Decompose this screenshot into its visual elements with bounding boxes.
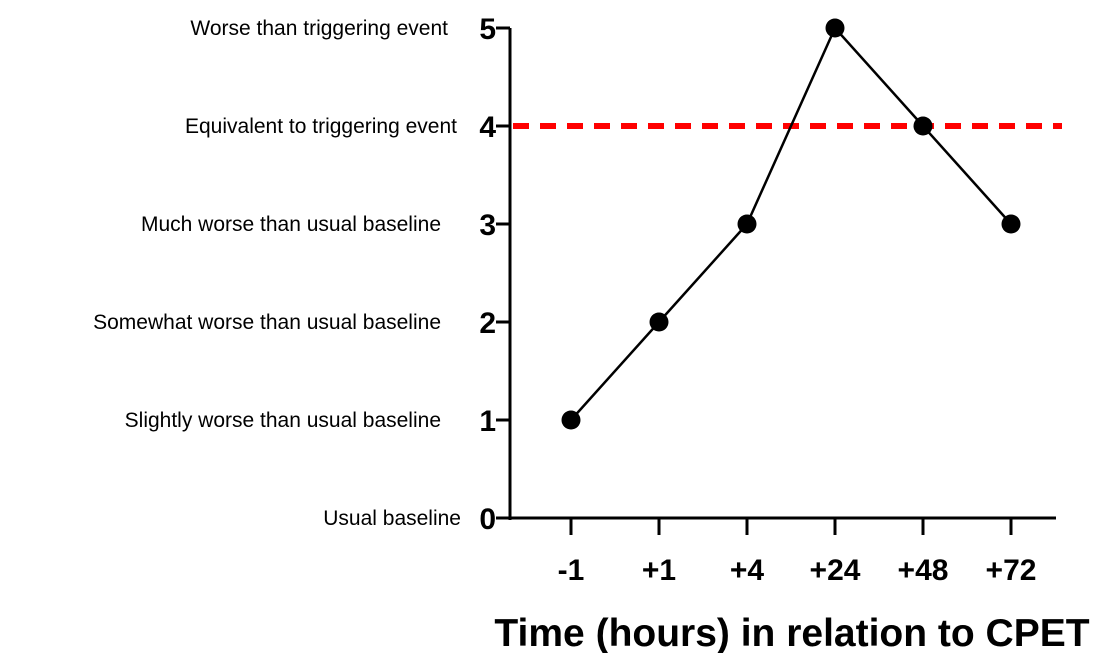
y-tick-label: 4 — [479, 111, 496, 144]
x-tick-label: +1 — [642, 554, 676, 587]
y-ticks: 0 1 2 3 4 5 — [479, 13, 510, 536]
y-category-label: Equivalent to triggering event — [185, 115, 457, 138]
y-category-label: Much worse than usual baseline — [141, 213, 441, 236]
y-category-label: Slightly worse than usual baseline — [125, 409, 441, 432]
x-tick-label: +72 — [986, 554, 1037, 587]
y-category-labels: Usual baseline Slightly worse than usual … — [93, 17, 461, 530]
data-point — [737, 214, 757, 234]
data-point — [1001, 214, 1021, 234]
y-category-label: Usual baseline — [323, 507, 461, 530]
y-tick-label: 1 — [479, 405, 496, 438]
x-tick-label: +4 — [730, 554, 765, 587]
y-tick-label: 3 — [479, 209, 496, 242]
data-point — [561, 410, 581, 430]
y-tick-label: 5 — [479, 13, 496, 46]
data-point — [649, 312, 669, 332]
y-category-label: Worse than triggering event — [190, 17, 448, 40]
y-tick-label: 2 — [479, 307, 496, 340]
y-category-label: Somewhat worse than usual baseline — [93, 311, 441, 334]
x-tick-label: +48 — [898, 554, 949, 587]
x-tick-label: +24 — [810, 554, 861, 587]
series-line — [570, 25, 1012, 421]
x-ticks: -1 +1 +4 +24 +48 +72 — [558, 518, 1037, 587]
data-point — [825, 18, 845, 38]
x-tick-label: -1 — [558, 554, 585, 587]
x-axis-label: Time (hours) in relation to CPET — [494, 612, 1089, 653]
data-point — [913, 116, 933, 136]
data-points — [561, 18, 1021, 430]
y-tick-label: 0 — [479, 503, 496, 536]
